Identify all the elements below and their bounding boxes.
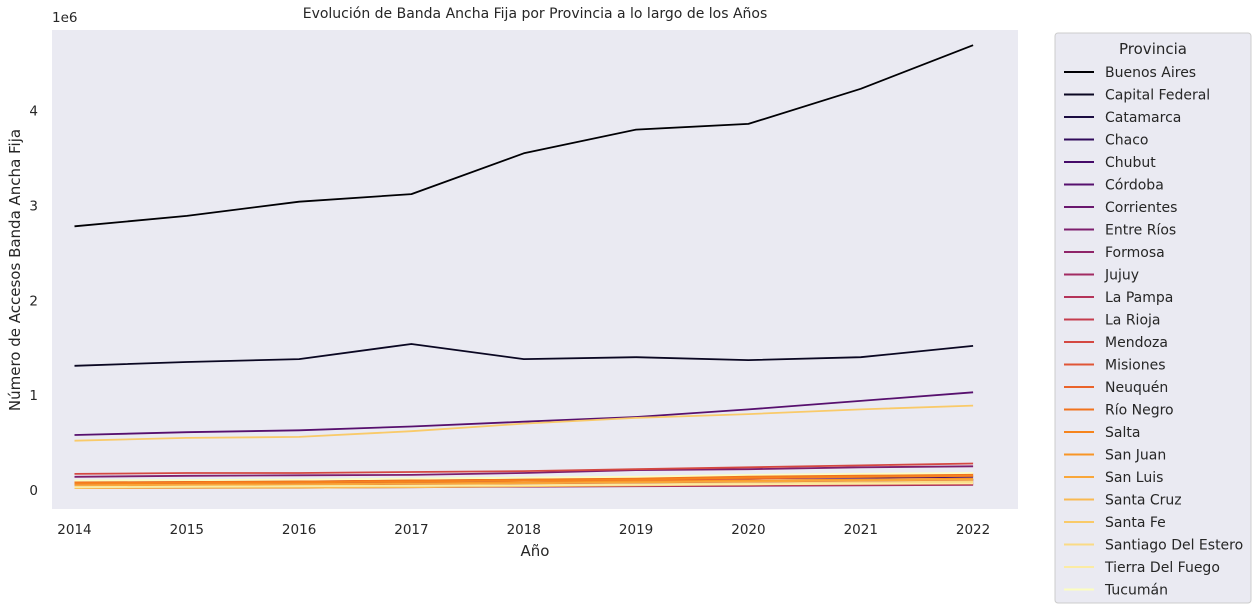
legend-entry: Misiones (1105, 358, 1166, 374)
x-tick-label: 2014 (57, 522, 91, 538)
series-line-7 (74, 465, 974, 478)
series-line-22 (74, 482, 974, 489)
legend-entry: Tucumán (1104, 583, 1168, 599)
series-line-18 (74, 478, 974, 487)
x-tick-label: 2015 (170, 522, 204, 538)
legend-entry: Formosa (1105, 245, 1165, 261)
x-axis-label: Año (521, 542, 550, 560)
legend-entry: Córdoba (1105, 178, 1164, 194)
legend-entry: Jujuy (1104, 268, 1139, 284)
x-tick-label: 2019 (619, 522, 653, 538)
legend-entry: Neuquén (1105, 380, 1168, 396)
legend-entry: Entre Ríos (1105, 223, 1176, 239)
series-line-20 (74, 404, 974, 442)
y-tick-label: 0 (29, 483, 38, 499)
legend-entry: Río Negro (1105, 403, 1174, 419)
y-tick-label: 4 (29, 104, 38, 120)
chart-title: Evolución de Banda Ancha Fija por Provin… (303, 6, 768, 22)
series-line-23 (74, 472, 974, 482)
legend-entry: San Luis (1105, 470, 1163, 486)
legend-entry: Santa Fe (1105, 515, 1166, 531)
series-line-5 (74, 391, 974, 436)
legend-entry: La Rioja (1105, 313, 1160, 329)
x-tick-label: 2020 (731, 522, 765, 538)
legend-entry: La Pampa (1105, 290, 1173, 306)
y-tick-label: 3 (29, 198, 38, 214)
series-line-1 (74, 343, 974, 367)
x-tick-label: 2022 (956, 522, 990, 538)
y-axis-label: Número de Accesos Banda Ancha Fija (6, 129, 24, 411)
legend-entry: Chaco (1105, 133, 1149, 149)
x-tick-label: 2018 (507, 522, 541, 538)
legend-items: Buenos Aires Capital Federal Catamarca Chac… (1064, 65, 1243, 599)
legend-entry: Salta (1105, 425, 1140, 441)
y-scale-label: 1e6 (52, 10, 77, 26)
series-line-12 (74, 462, 974, 475)
legend-frame (1054, 32, 1252, 604)
legend-entry: Chubut (1105, 155, 1156, 171)
legend-entry: San Juan (1105, 448, 1166, 464)
x-tick-labels: 2014 2015 2016 2017 2018 2019 2020 2021 2022 (57, 522, 990, 538)
legend-entry: Tierra Del Fuego (1104, 560, 1220, 576)
series-line-16 (74, 474, 974, 485)
legend-entry: Santiago Del Estero (1105, 538, 1243, 554)
legend: Provincia Buenos Aires Capital Federal Cat… (1054, 32, 1252, 604)
x-tick-label: 2017 (394, 522, 428, 538)
legend-title: Provincia (1119, 40, 1187, 58)
legend-entry: Capital Federal (1105, 88, 1210, 104)
y-tick-labels: 0 1 2 3 4 (29, 104, 38, 499)
legend-entry: Buenos Aires (1105, 65, 1196, 81)
plot-area (52, 30, 1018, 509)
x-tick-label: 2016 (282, 522, 316, 538)
legend-entry: Mendoza (1105, 335, 1168, 351)
legend-entry: Corrientes (1105, 200, 1177, 216)
legend-entry: Catamarca (1105, 110, 1181, 126)
legend-entry: Santa Cruz (1105, 493, 1182, 509)
series-line-0 (74, 44, 974, 228)
series-lines (74, 44, 974, 490)
y-tick-label: 1 (29, 388, 38, 404)
x-tick-label: 2021 (844, 522, 878, 538)
y-tick-label: 2 (29, 293, 38, 309)
